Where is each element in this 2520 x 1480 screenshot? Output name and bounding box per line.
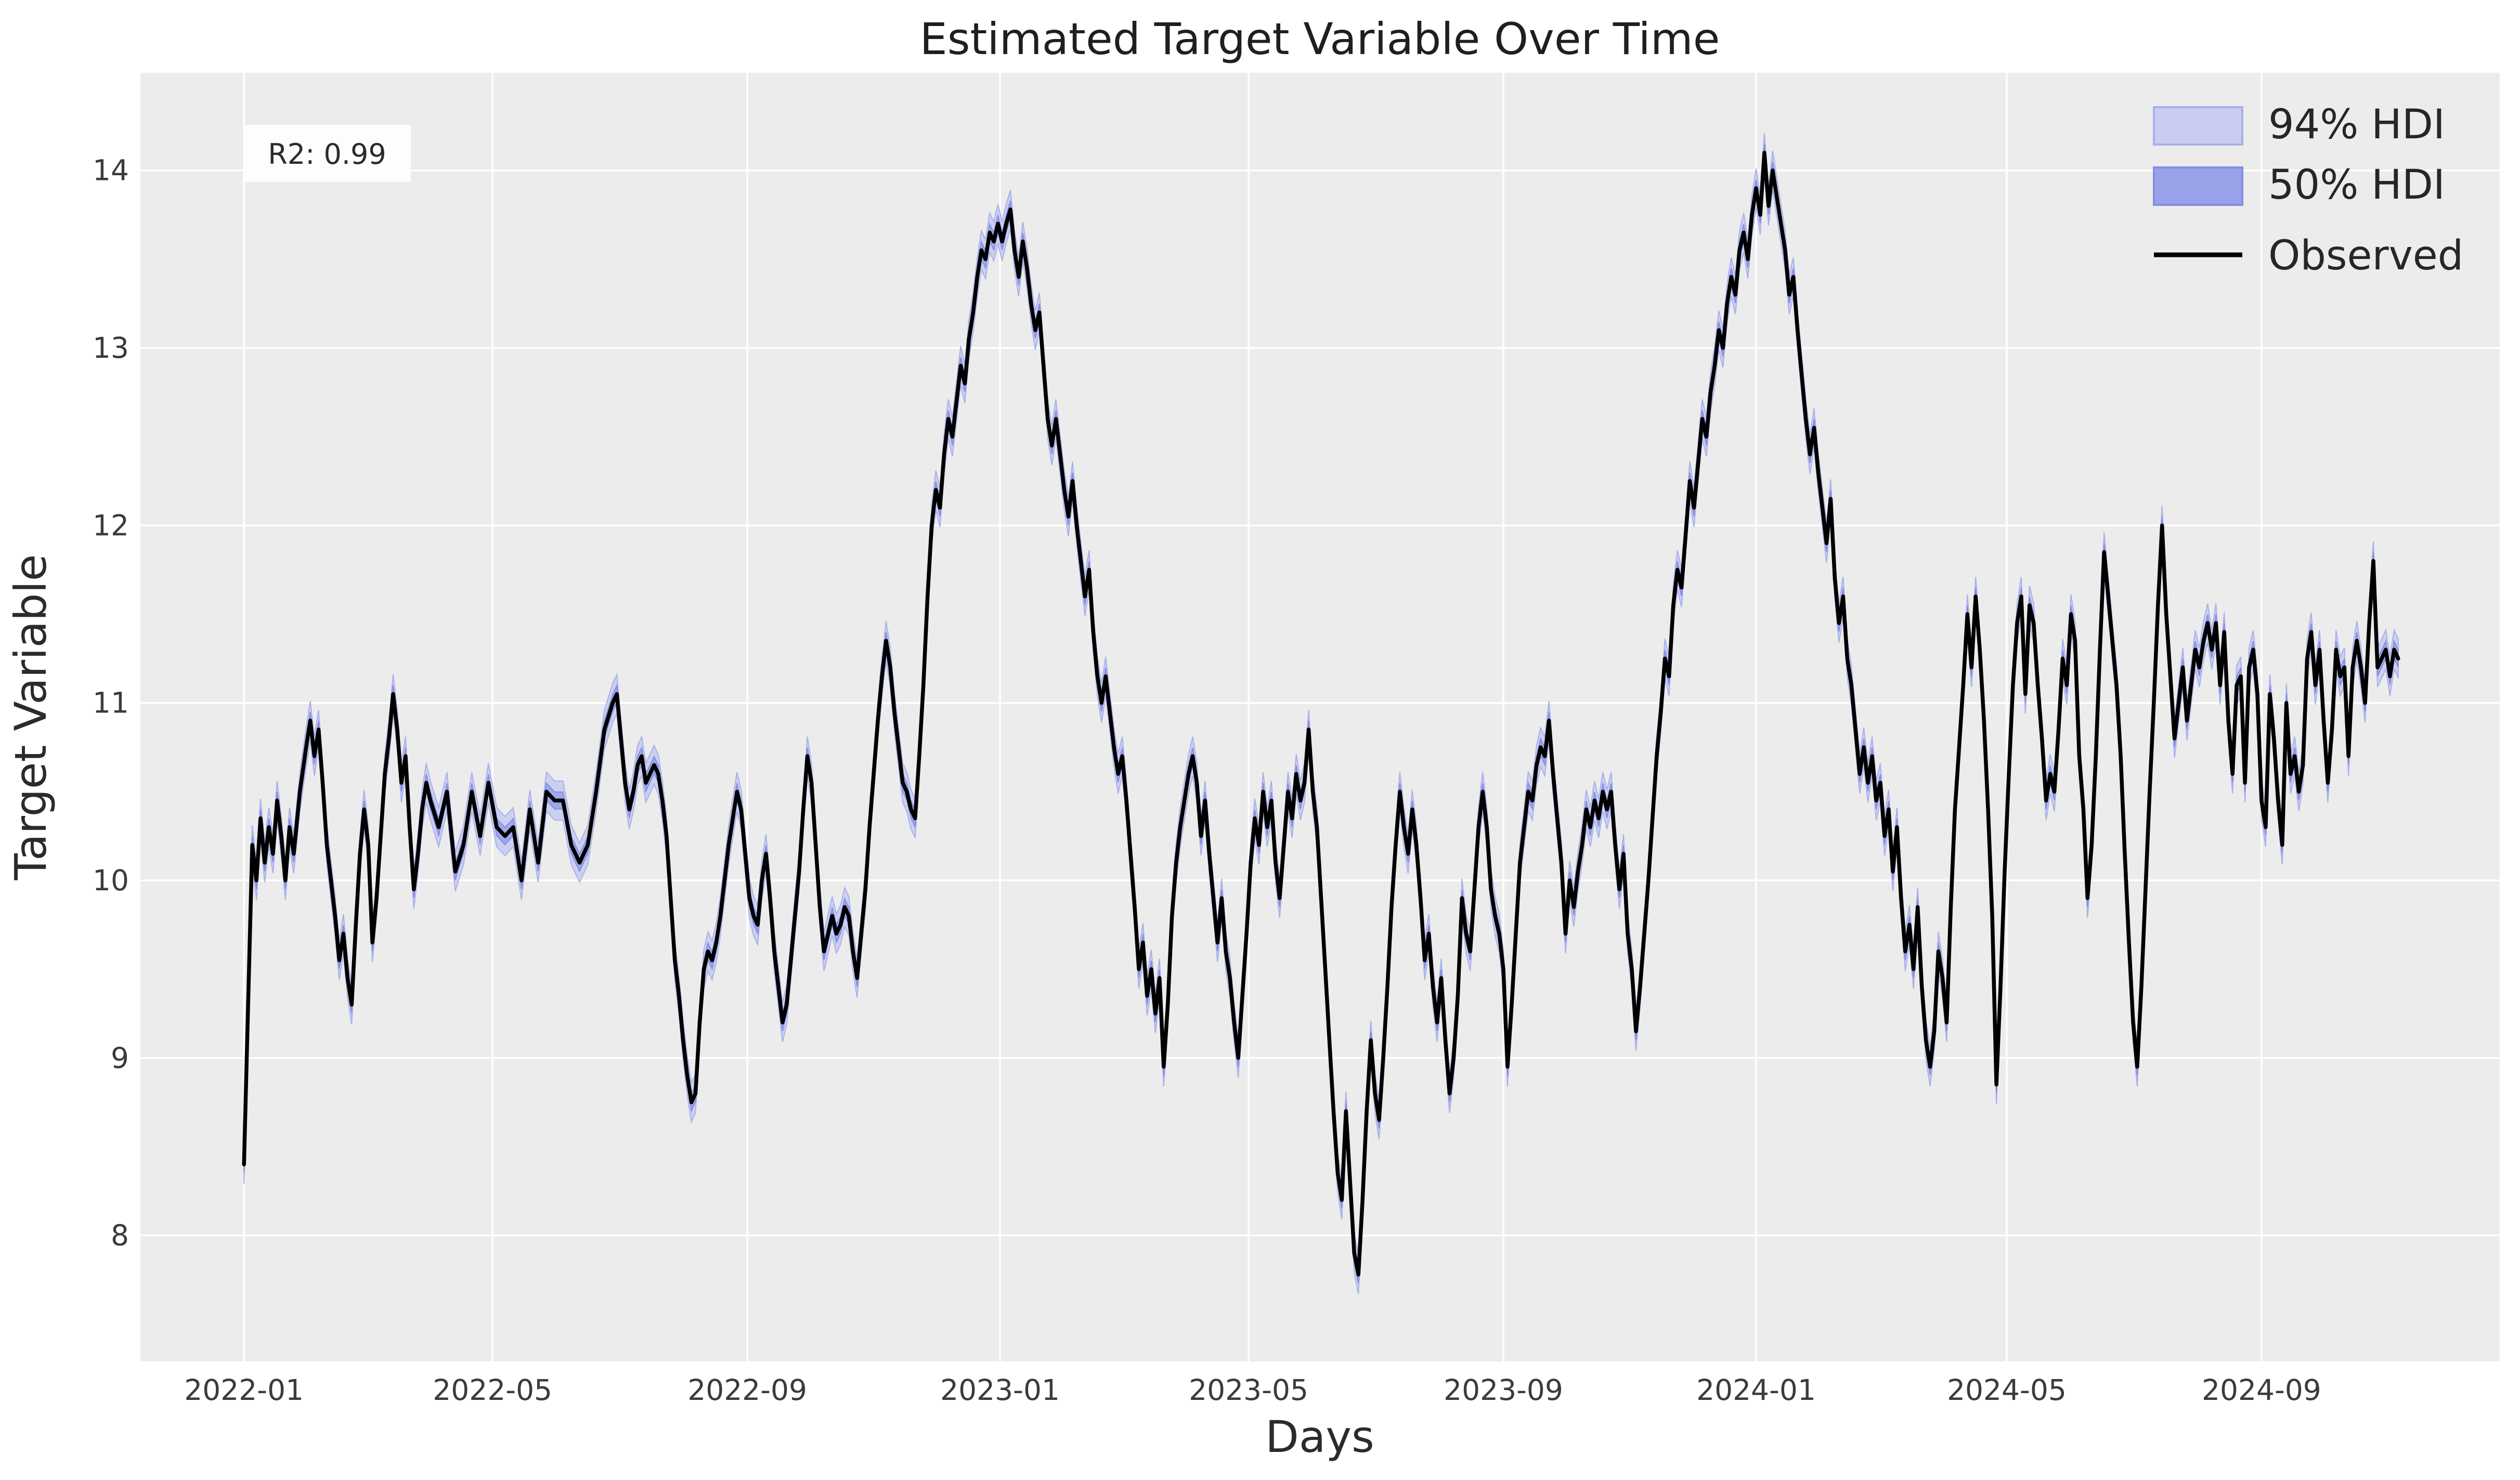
x-tick-label: 2022-09	[687, 1373, 807, 1407]
gridlines	[140, 73, 2500, 1361]
y-axis-label: Target Variable	[5, 554, 56, 881]
legend-label-50-hdi: 50% HDI	[2268, 162, 2445, 209]
legend-label-94-hdi: 94% HDI	[2268, 101, 2445, 148]
x-tick-label: 2023-05	[1189, 1373, 1308, 1407]
legend: 94% HDI 50% HDI Observed	[2153, 101, 2463, 279]
legend-label-observed: Observed	[2268, 232, 2463, 279]
r2-annotation-box	[243, 125, 411, 182]
x-tick-label: 2023-09	[1444, 1373, 1563, 1407]
y-axis-ticks: 8 9 10 11 12 13 14	[93, 154, 129, 1252]
x-tick-label: 2024-05	[1947, 1373, 2067, 1407]
legend-swatch-50-hdi	[2153, 166, 2243, 206]
plot-background	[140, 73, 2500, 1361]
y-tick-label: 8	[111, 1219, 129, 1252]
x-tick-label: 2022-01	[184, 1373, 304, 1407]
y-tick-label: 9	[111, 1041, 129, 1074]
x-tick-label: 2023-01	[940, 1373, 1060, 1407]
r2-annotation-text: R2: 0.99	[268, 138, 386, 171]
y-tick-label: 14	[93, 154, 129, 187]
y-tick-label: 10	[93, 864, 129, 897]
observed-line	[242, 150, 2400, 1277]
chart-title: Estimated Target Variable Over Time	[920, 14, 1720, 64]
y-tick-label: 11	[93, 686, 129, 720]
x-tick-label: 2022-05	[433, 1373, 552, 1407]
x-axis-ticks: 2022-01 2022-05 2022-09 2023-01 2023-05 2023-…	[184, 1373, 2321, 1407]
x-axis-label: Days	[1265, 1411, 1374, 1462]
y-tick-label: 12	[93, 509, 129, 542]
hdi-94-band	[243, 133, 2399, 1294]
x-tick-label: 2024-09	[2202, 1373, 2321, 1407]
r2-annotation: R2: 0.99	[243, 125, 411, 182]
legend-swatch-94-hdi	[2153, 106, 2243, 146]
x-tick-label: 2024-01	[1696, 1373, 1816, 1407]
y-tick-label: 13	[93, 331, 129, 365]
